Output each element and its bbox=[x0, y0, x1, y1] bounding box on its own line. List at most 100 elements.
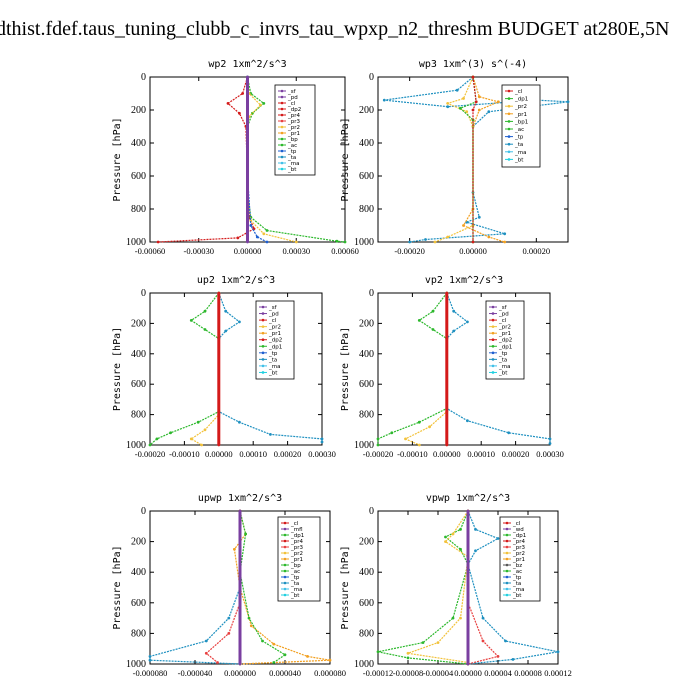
series-point-cl bbox=[471, 75, 475, 79]
legend-marker bbox=[280, 107, 284, 111]
series-point-cl bbox=[471, 240, 475, 244]
legend-marker bbox=[507, 120, 511, 123]
series-point-ta bbox=[227, 616, 231, 620]
legend-marker bbox=[280, 131, 284, 135]
legend-marker bbox=[491, 344, 495, 348]
series-point-tp bbox=[249, 224, 253, 227]
series-point-pr1 bbox=[249, 624, 253, 628]
series-point-wd bbox=[238, 509, 242, 513]
series-point-tp bbox=[255, 235, 259, 239]
y-tick-label: 800 bbox=[131, 628, 146, 639]
x-tick-label: 0.00000 bbox=[433, 449, 461, 459]
series-point-bp bbox=[261, 639, 264, 643]
series-point-dp1 bbox=[196, 420, 200, 424]
legend-entry: _ma bbox=[512, 587, 524, 593]
wp2-plot: wp2 1xm^2/s^3 Pressure [hPa] 0 200 400 600 800… bbox=[112, 59, 359, 256]
legend-marker bbox=[280, 119, 284, 123]
x-tick-label: -0.00060 bbox=[135, 246, 165, 256]
series-point-ta bbox=[452, 309, 456, 313]
x-tick-label: -0.00008 bbox=[393, 668, 423, 678]
y-tick-label: 600 bbox=[359, 379, 374, 390]
legend-entry: _cl bbox=[290, 521, 299, 527]
legend-marker bbox=[507, 104, 511, 108]
series-point-ta bbox=[424, 238, 427, 241]
legend-entry: _ma bbox=[268, 364, 280, 370]
upwp-plot: upwp 1xm^2/s^3 Pressure [hPa] 0 200 400 600 80… bbox=[112, 493, 346, 678]
series-point-ta bbox=[504, 639, 507, 643]
series-line-pr2 bbox=[434, 76, 474, 243]
y-tick-label: 600 bbox=[359, 171, 374, 182]
legend-marker bbox=[280, 155, 284, 159]
legend-entry: _pr1 bbox=[268, 331, 281, 337]
y-tick-label: 200 bbox=[131, 537, 146, 548]
series-point-pr2 bbox=[404, 437, 407, 441]
y-tick-label: 600 bbox=[359, 598, 374, 609]
x-tick-label: -0.00020 bbox=[394, 246, 424, 256]
x-tick-label: -0.00020 bbox=[135, 449, 165, 459]
legend-marker bbox=[261, 338, 265, 342]
legend-entry: _cl bbox=[268, 318, 277, 324]
legend-entry: _pr4 bbox=[287, 113, 301, 119]
legend-entry: _pr2 bbox=[514, 104, 527, 110]
series-point-ac bbox=[459, 528, 462, 531]
legend-entry: _dp1 bbox=[268, 344, 282, 350]
series-point-cl bbox=[236, 236, 240, 240]
legend-marker bbox=[261, 312, 265, 315]
series-point-cl bbox=[471, 108, 475, 112]
series-point-ac bbox=[343, 240, 347, 244]
x-tick-label: -0.00030 bbox=[184, 246, 214, 256]
legend-marker bbox=[283, 521, 287, 525]
legend-marker bbox=[280, 161, 284, 165]
series-point-ac bbox=[262, 102, 266, 105]
legend-marker bbox=[505, 593, 509, 597]
legend-entry: _ta bbox=[498, 357, 507, 363]
x-tick-label: 0.00030 bbox=[536, 449, 564, 459]
series-point-tp bbox=[265, 240, 269, 244]
series-point-pr1 bbox=[487, 235, 491, 239]
series-line-ta bbox=[384, 76, 569, 243]
x-tick-label: 0.00008 bbox=[514, 668, 542, 678]
legend-entry: _wd bbox=[512, 527, 524, 533]
series-point-pr2 bbox=[446, 102, 450, 105]
x-tick-label: 0.00000 bbox=[454, 668, 482, 678]
legend-marker bbox=[283, 539, 287, 543]
y-tick-label: 600 bbox=[131, 171, 146, 182]
legend-marker bbox=[261, 358, 265, 361]
plot-frame bbox=[377, 292, 551, 446]
y-tick-label: 200 bbox=[131, 105, 146, 116]
legend-entry: _ma bbox=[290, 587, 302, 593]
legend-entry: _pr2 bbox=[498, 325, 511, 331]
series-point-cl bbox=[445, 443, 449, 447]
series-line-dp1 bbox=[149, 292, 220, 446]
x-tick-label: 0.00012 bbox=[544, 668, 572, 678]
series-line-ta bbox=[149, 511, 241, 665]
series-point-dp1 bbox=[376, 443, 380, 447]
legend-marker bbox=[283, 527, 287, 531]
y-tick-label: 800 bbox=[131, 410, 146, 421]
series-point-sf bbox=[246, 75, 249, 79]
y-axis-label: Pressure [hPa] bbox=[340, 117, 351, 201]
series-point-ta bbox=[474, 549, 477, 553]
legend-entry: _ma bbox=[498, 364, 510, 370]
series-point-ta bbox=[452, 329, 456, 333]
legend-marker bbox=[283, 557, 287, 561]
legend-marker bbox=[280, 89, 284, 93]
plot-title: upwp 1xm^2/s^3 bbox=[198, 493, 282, 504]
legend-marker bbox=[507, 142, 511, 146]
series-point-pr2 bbox=[259, 103, 262, 107]
series-line-dp1 bbox=[377, 292, 448, 445]
y-tick-label: 1000 bbox=[354, 237, 374, 248]
series-point-ta bbox=[511, 658, 515, 661]
series-line-cl bbox=[472, 76, 477, 242]
vp2-plot: vp2 1xm^2/s^3 Pressure [hPa] 0 200 400 600 800… bbox=[340, 275, 564, 459]
legend-marker bbox=[283, 545, 287, 549]
y-tick-label: 800 bbox=[359, 628, 374, 639]
series-point-cl bbox=[238, 111, 241, 115]
plot-frame bbox=[149, 292, 323, 446]
y-tick-label: 200 bbox=[359, 318, 374, 329]
series-point-dp1 bbox=[390, 431, 394, 435]
legend-marker bbox=[507, 127, 511, 131]
legend-entry: _bt bbox=[290, 593, 300, 599]
series-point-bp1 bbox=[458, 106, 462, 110]
legend-marker bbox=[491, 318, 495, 322]
